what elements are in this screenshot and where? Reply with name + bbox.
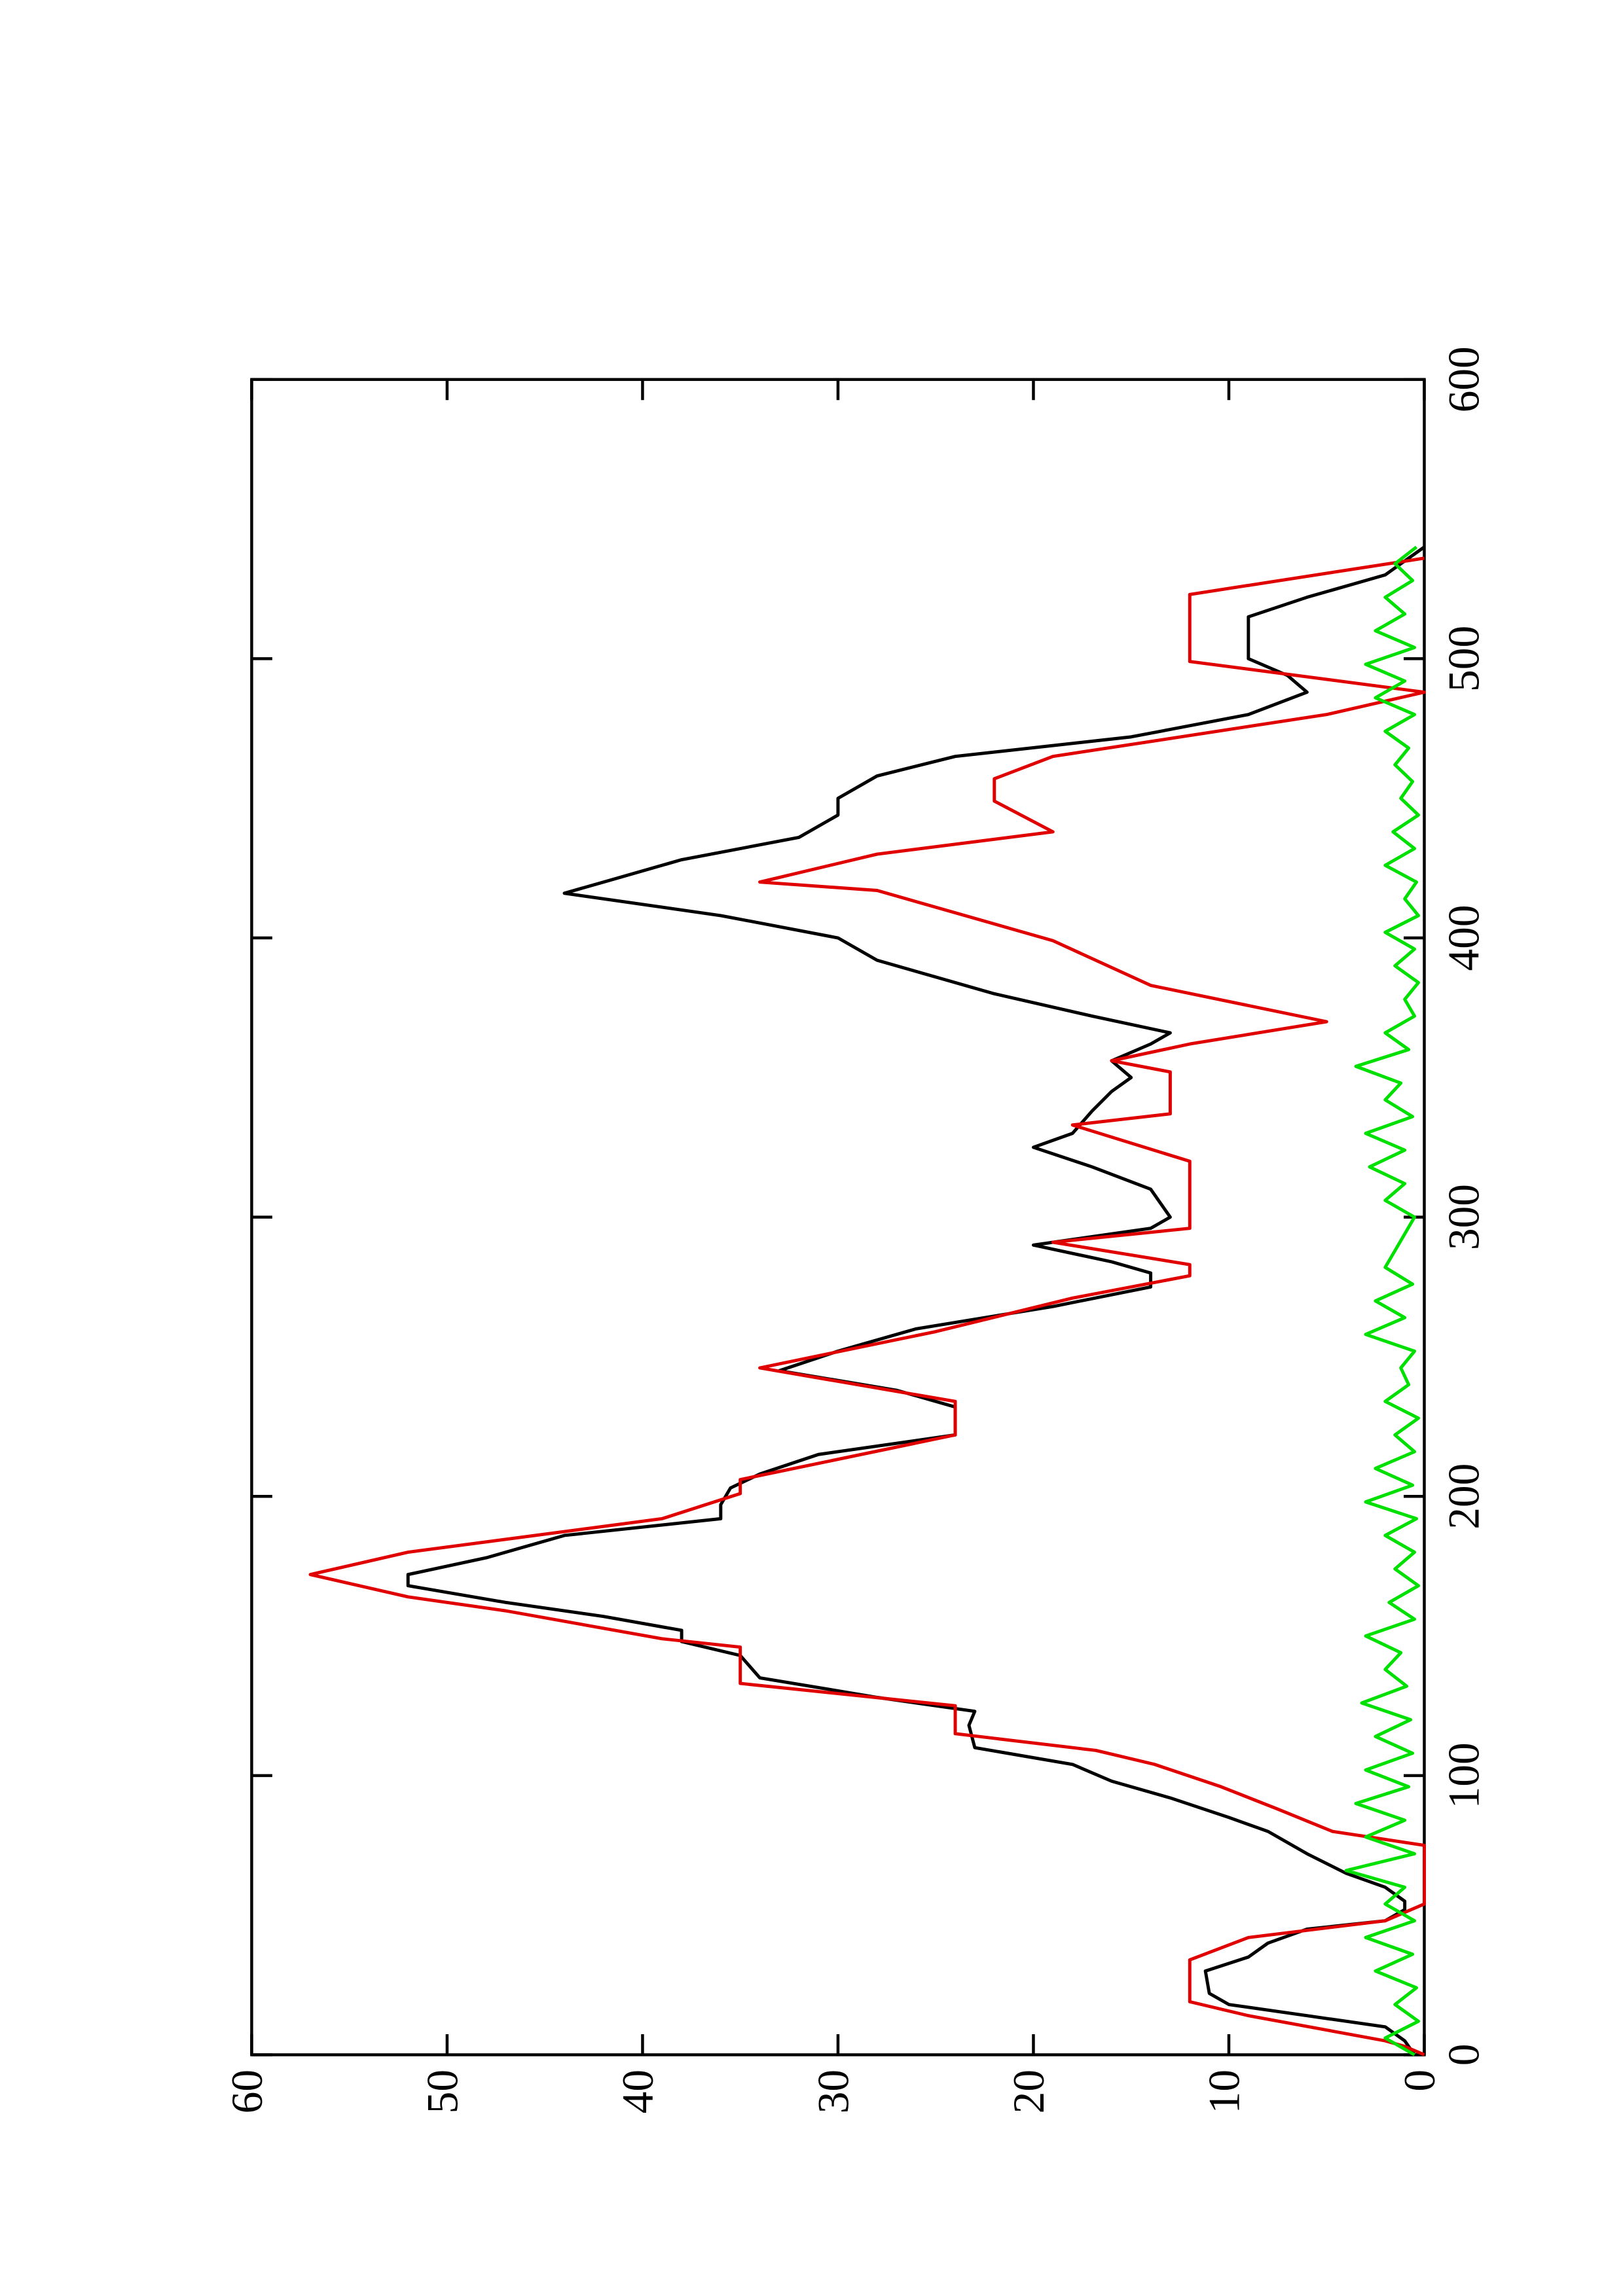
plot-area: 0 100 200 300 400 500 600 0 10 20 30 40 50 60 [223,346,1488,2113]
x-tick-label: 300 [1439,1184,1488,1250]
y-tick-label: 40 [613,2070,663,2113]
x-tick-label: 100 [1439,1742,1488,1808]
y-tick-label: 30 [809,2070,858,2113]
series-line [1344,545,1420,2056]
x-tick-label: 0 [1439,2044,1488,2066]
x-tick-label: 400 [1439,905,1488,971]
series-line [308,556,1426,2056]
x-tick-label: 200 [1439,1463,1488,1530]
x-tick-label: 600 [1439,346,1488,412]
y-tick-label: 10 [1199,2070,1249,2113]
x-tick-label: 500 [1439,626,1488,692]
y-tick-label: 0 [1395,2070,1444,2092]
y-tick-label: 50 [418,2070,467,2113]
y-tick-label: 20 [1004,2070,1053,2113]
series-line [406,545,1425,2056]
y-tick-label: 60 [223,2070,272,2113]
